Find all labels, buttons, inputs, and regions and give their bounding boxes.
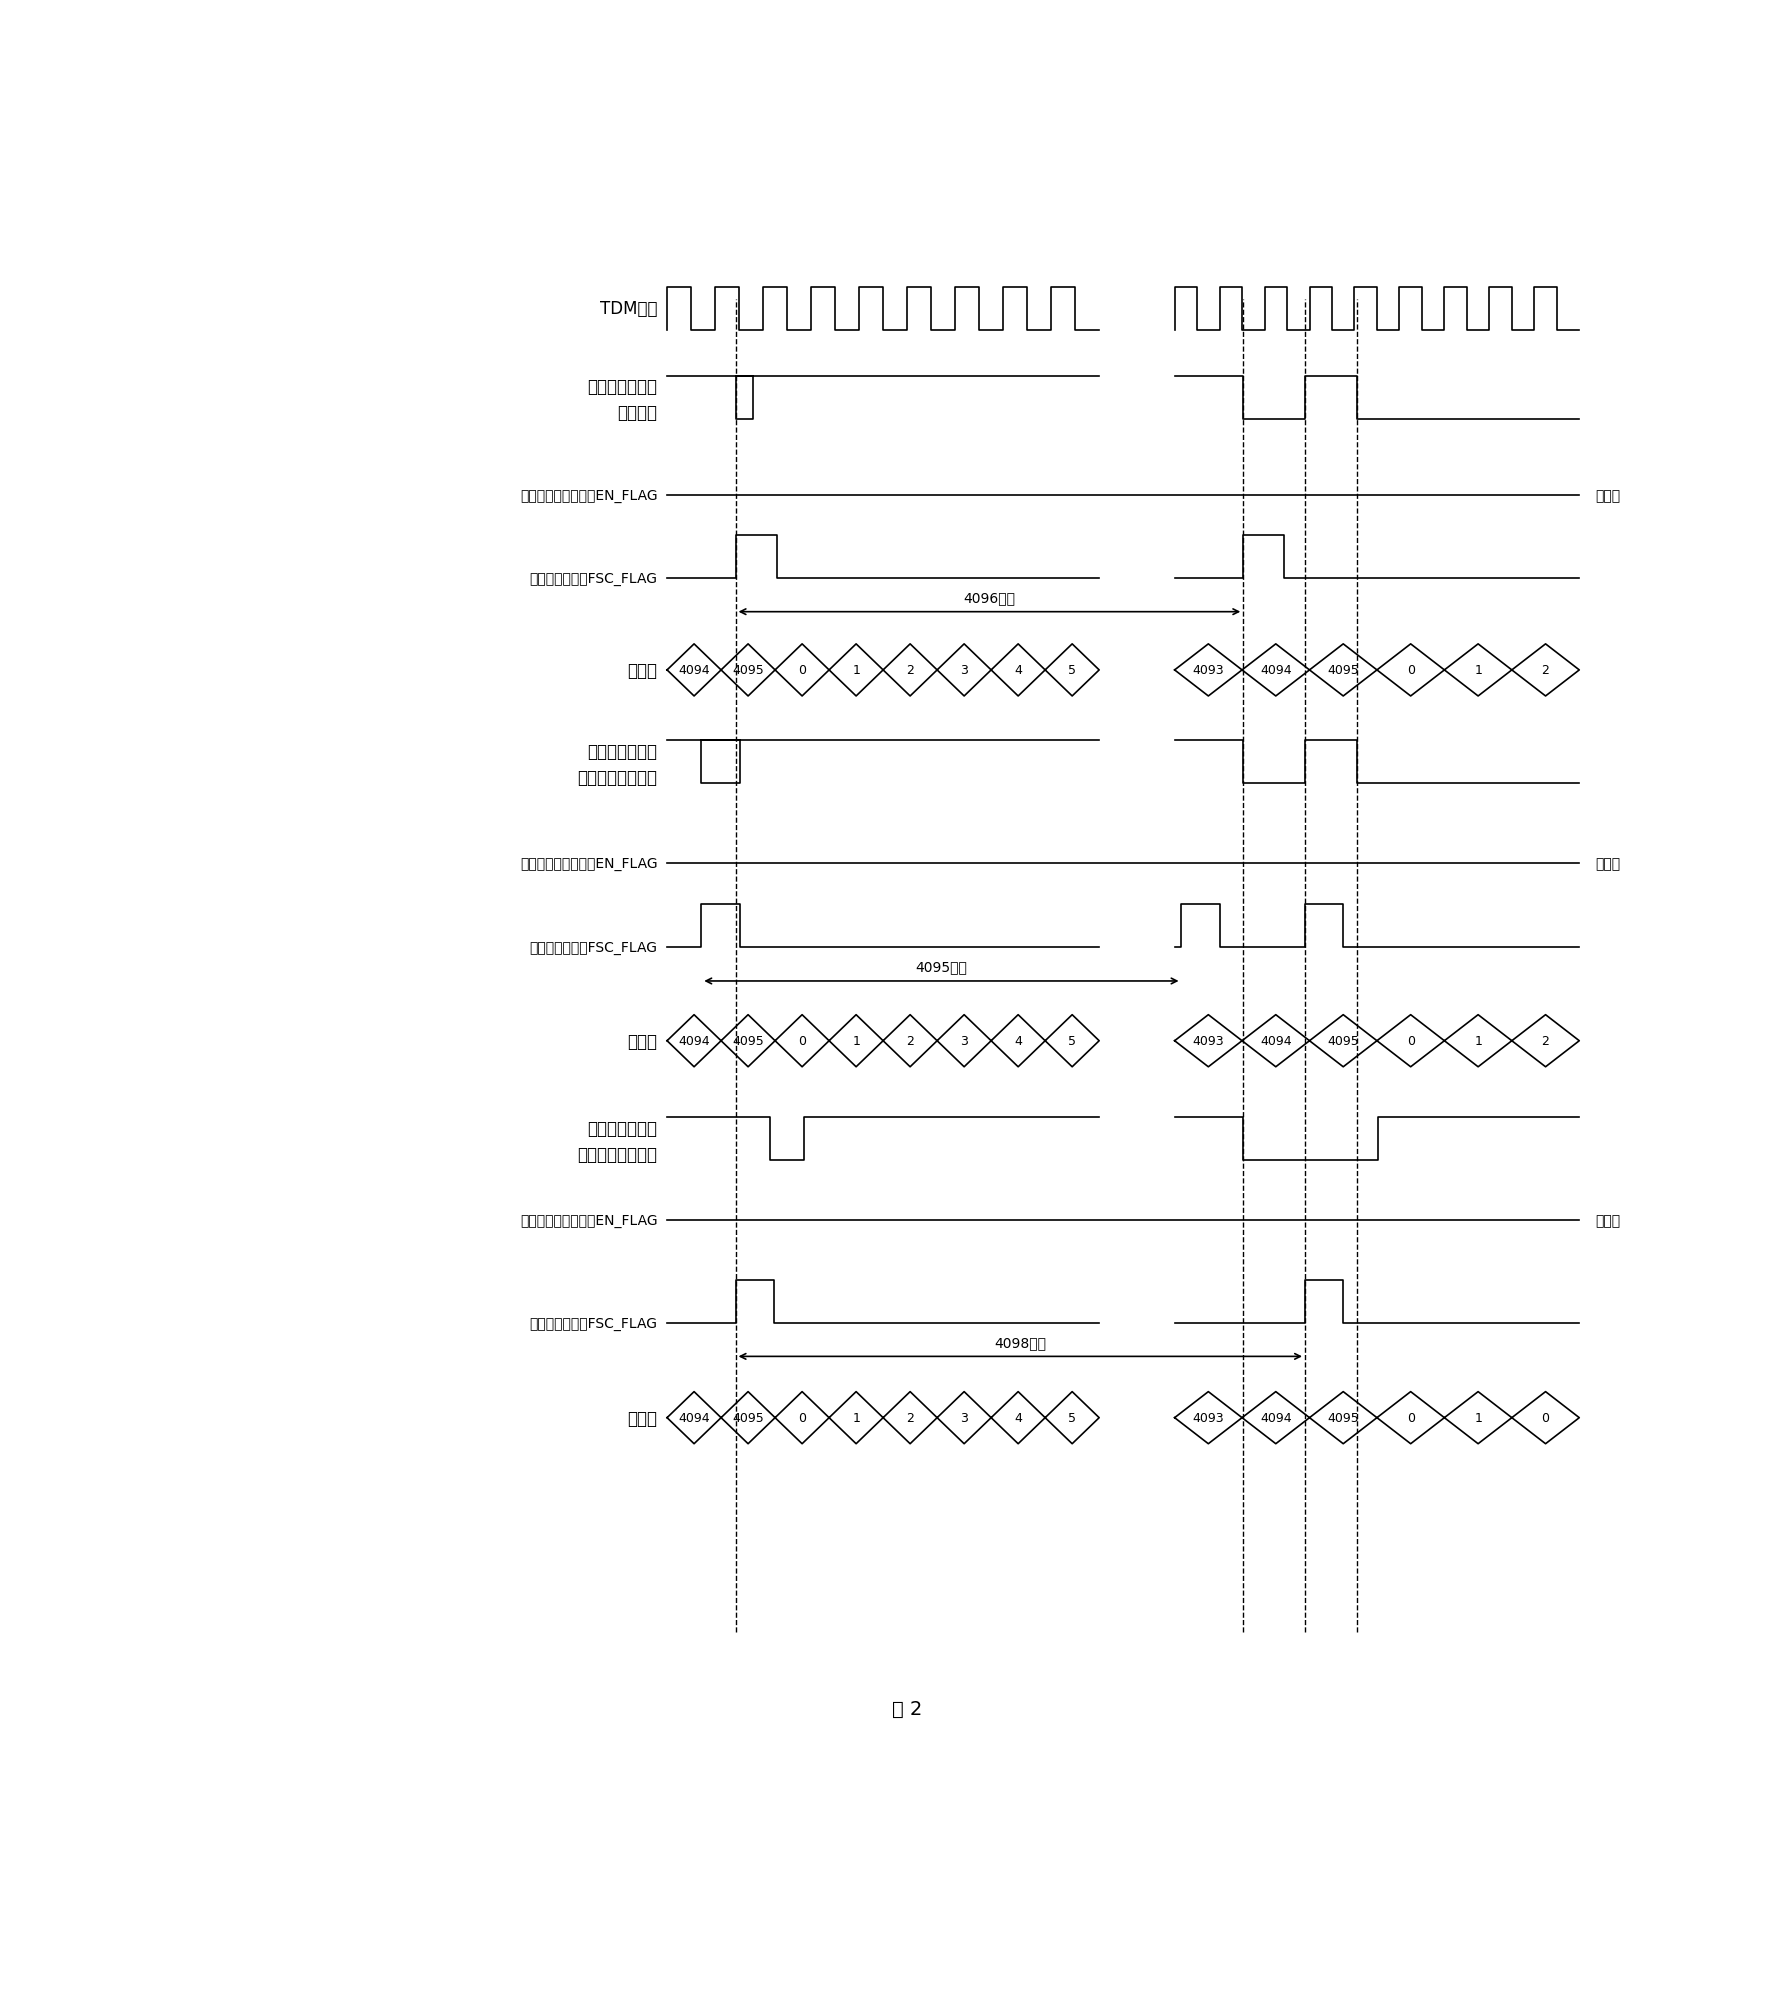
Text: 高电平: 高电平 xyxy=(1597,1213,1621,1227)
Text: 低电平: 低电平 xyxy=(1597,857,1621,871)
Text: 0: 0 xyxy=(1407,664,1414,676)
Text: 4098周期: 4098周期 xyxy=(995,1335,1046,1349)
Text: 2: 2 xyxy=(906,664,913,676)
Text: （提起一个周期）: （提起一个周期） xyxy=(577,768,657,786)
Text: 4095周期: 4095周期 xyxy=(915,961,968,975)
Text: 0: 0 xyxy=(1542,1412,1549,1424)
Text: 4: 4 xyxy=(1014,664,1021,676)
Text: 1: 1 xyxy=(1474,1034,1481,1048)
Text: 0: 0 xyxy=(798,1412,805,1424)
Text: 0: 0 xyxy=(1407,1034,1414,1048)
Text: 帧同步调整使能标志EN_FLAG: 帧同步调整使能标志EN_FLAG xyxy=(520,1213,657,1227)
Text: 帧同步到达标志FSC_FLAG: 帧同步到达标志FSC_FLAG xyxy=(529,1317,657,1331)
Text: 图 2: 图 2 xyxy=(892,1699,922,1718)
Text: 3: 3 xyxy=(959,664,968,676)
Text: 4094: 4094 xyxy=(678,1034,710,1048)
Text: 1: 1 xyxy=(851,664,860,676)
Text: 4095: 4095 xyxy=(1328,664,1359,676)
Text: 帧同步调整使能标志EN_FLAG: 帧同步调整使能标志EN_FLAG xyxy=(520,857,657,871)
Text: 3: 3 xyxy=(959,1412,968,1424)
Text: 4093: 4093 xyxy=(1193,1034,1225,1048)
Text: 输入帧同步信号: 输入帧同步信号 xyxy=(588,1120,657,1138)
Text: 2: 2 xyxy=(1542,664,1549,676)
Text: 帧同步调整使能标志EN_FLAG: 帧同步调整使能标志EN_FLAG xyxy=(520,489,657,503)
Text: 4095: 4095 xyxy=(1328,1034,1359,1048)
Text: （延迟二个周期）: （延迟二个周期） xyxy=(577,1146,657,1164)
Text: 计数器: 计数器 xyxy=(628,1408,657,1426)
Text: 4093: 4093 xyxy=(1193,1412,1225,1424)
Text: 1: 1 xyxy=(851,1034,860,1048)
Text: 输入帧同步信号: 输入帧同步信号 xyxy=(588,742,657,760)
Text: 4094: 4094 xyxy=(678,664,710,676)
Text: 4093: 4093 xyxy=(1193,664,1225,676)
Text: 0: 0 xyxy=(798,664,805,676)
Text: 计数器: 计数器 xyxy=(628,1032,657,1050)
Text: 1: 1 xyxy=(851,1412,860,1424)
Text: 输入帧同步信号: 输入帧同步信号 xyxy=(588,378,657,396)
Text: 4094: 4094 xyxy=(1260,664,1292,676)
Text: 4094: 4094 xyxy=(1260,1412,1292,1424)
Text: 4095: 4095 xyxy=(1328,1412,1359,1424)
Text: 帧同步到达标志FSC_FLAG: 帧同步到达标志FSC_FLAG xyxy=(529,571,657,585)
Text: 5: 5 xyxy=(1067,664,1076,676)
Text: 2: 2 xyxy=(1542,1034,1549,1048)
Text: 0: 0 xyxy=(798,1034,805,1048)
Text: （正常）: （正常） xyxy=(618,404,657,422)
Text: 2: 2 xyxy=(906,1412,913,1424)
Text: 1: 1 xyxy=(1474,664,1481,676)
Text: 4094: 4094 xyxy=(1260,1034,1292,1048)
Text: 4095: 4095 xyxy=(733,1034,765,1048)
Text: 低电平: 低电平 xyxy=(1597,489,1621,503)
Text: 4: 4 xyxy=(1014,1034,1021,1048)
Text: 0: 0 xyxy=(1407,1412,1414,1424)
Text: 5: 5 xyxy=(1067,1412,1076,1424)
Text: 4095: 4095 xyxy=(733,1412,765,1424)
Text: 2: 2 xyxy=(906,1034,913,1048)
Text: 计数器: 计数器 xyxy=(628,662,657,680)
Text: 4096周期: 4096周期 xyxy=(963,591,1016,605)
Text: 3: 3 xyxy=(959,1034,968,1048)
Text: 4094: 4094 xyxy=(678,1412,710,1424)
Text: 4095: 4095 xyxy=(733,664,765,676)
Text: TDM时钟: TDM时钟 xyxy=(600,300,657,318)
Text: 5: 5 xyxy=(1067,1034,1076,1048)
Text: 4: 4 xyxy=(1014,1412,1021,1424)
Text: 1: 1 xyxy=(1474,1412,1481,1424)
Text: 帧同步到达标志FSC_FLAG: 帧同步到达标志FSC_FLAG xyxy=(529,941,657,955)
